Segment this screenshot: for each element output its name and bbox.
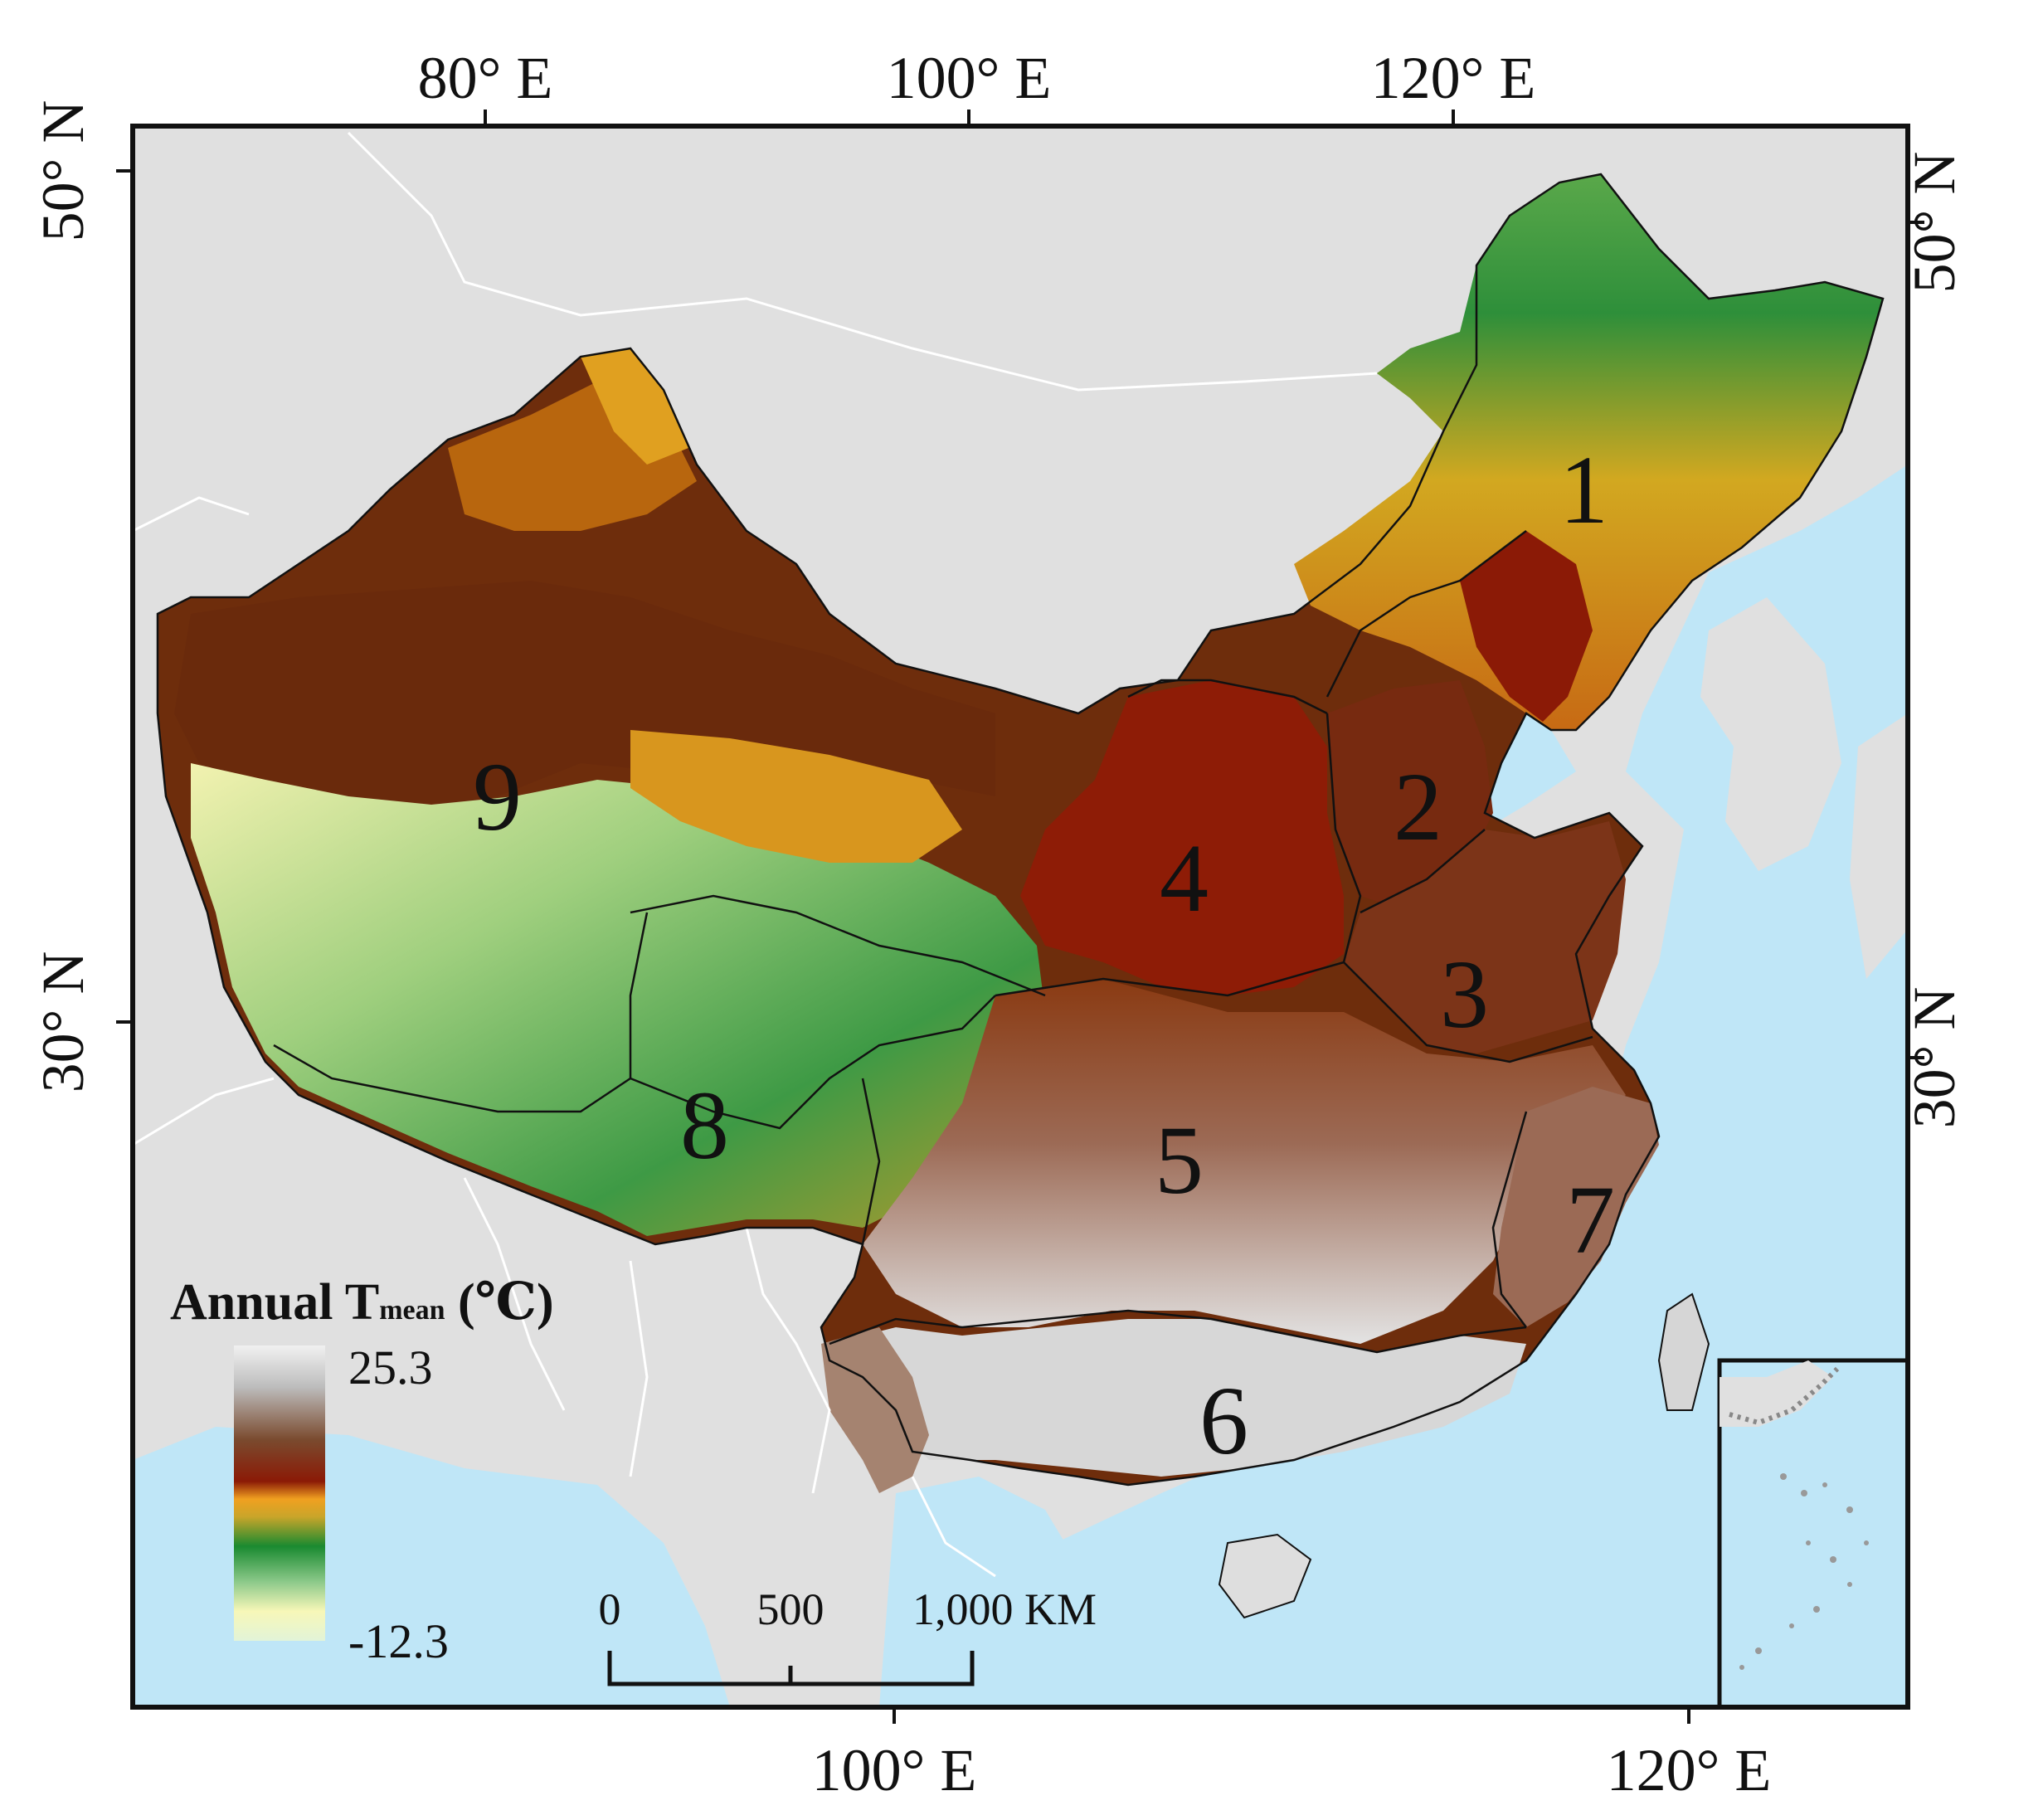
top-tick-label-100e: 100° E [887, 45, 1052, 111]
korea-land [1700, 597, 1841, 871]
legend-max-label: 25.3 [348, 1341, 433, 1394]
legend-colorbar [234, 1346, 325, 1641]
south-china-sea-inset [1717, 1358, 1910, 1710]
region-label-6: 6 [1199, 1366, 1248, 1475]
legend-min-label: -12.3 [348, 1614, 449, 1668]
taiwan-island [1657, 1292, 1710, 1411]
japan-land [1850, 713, 1908, 979]
zone-boundaries [156, 173, 1885, 1487]
zone-1-fill [1294, 174, 1883, 730]
zone-5-fill [863, 979, 1626, 1344]
ocean-south-china-sea [879, 1477, 1095, 1707]
region-label-7: 7 [1566, 1165, 1615, 1274]
bottom-tick-label-120e: 120° E [1607, 1737, 1772, 1803]
zone-4-fill [1020, 680, 1344, 995]
scale-label-0: 0 [599, 1584, 621, 1634]
legend-title-main: Annual T [170, 1274, 379, 1331]
legend-title: Annual Tmean (℃) [170, 1274, 554, 1331]
legend-title-unit: (℃) [445, 1274, 554, 1331]
qaidam-warm [630, 730, 962, 863]
region-label-3: 3 [1440, 940, 1489, 1049]
right-tick-label-30n: 30° N [1901, 987, 1968, 1129]
altai-green [581, 348, 688, 465]
scale-bar: 0 500 1,000 KM [599, 1584, 1097, 1686]
scale-label-1000km: 1,000 KM [912, 1584, 1097, 1634]
region-label-1: 1 [1559, 436, 1608, 544]
region-label-4: 4 [1160, 824, 1209, 932]
region-label-5: 5 [1155, 1106, 1204, 1214]
left-tick-label-30n: 30° N [30, 951, 96, 1093]
top-tick-label-120e: 120° E [1371, 45, 1536, 111]
region-label-9: 9 [473, 742, 522, 851]
right-tick-label-50n: 50° N [1901, 152, 1968, 294]
bottom-tick-label-100e: 100° E [812, 1737, 977, 1803]
region-label-2: 2 [1394, 752, 1442, 861]
legend-title-sub: mean [379, 1295, 445, 1326]
zone-6-fill [829, 1319, 1526, 1477]
zone-3-fill [1344, 821, 1626, 1054]
legend: Annual Tmean (℃) 25.3 -12.3 [170, 1274, 554, 1668]
tibet-plateau [191, 763, 1045, 1236]
left-tick-label-50n: 50° N [30, 100, 96, 242]
hainan-island [1218, 1533, 1312, 1619]
region-label-8: 8 [680, 1071, 729, 1180]
map-frame [130, 124, 1910, 1710]
zone-7-fill [1493, 1087, 1659, 1327]
international-borders [133, 131, 1378, 1578]
top-tick-label-80e: 80° E [418, 45, 553, 111]
zone-1-south-warm [1460, 531, 1593, 722]
graticule-ticks [116, 109, 1924, 1724]
zone-2-fill [1327, 680, 1493, 912]
scale-label-500: 500 [757, 1584, 824, 1634]
